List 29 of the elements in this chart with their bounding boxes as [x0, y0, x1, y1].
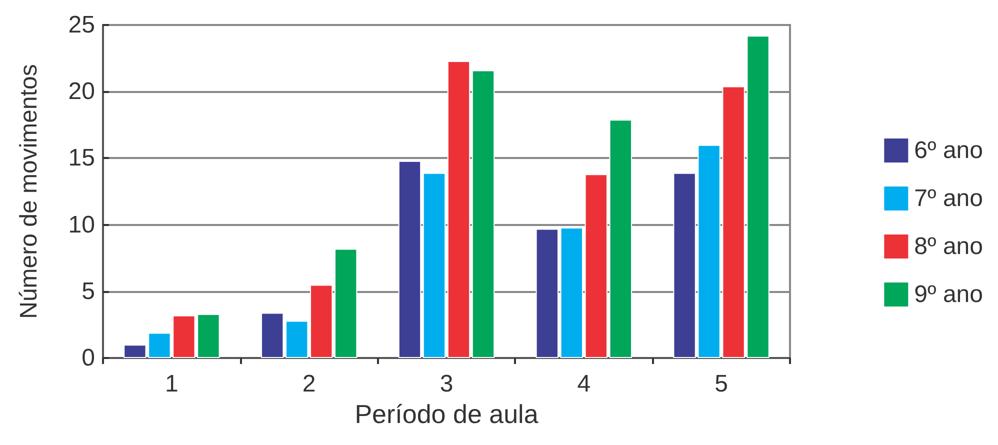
bar	[560, 227, 583, 358]
x-tick-label: 5	[714, 370, 728, 398]
bar	[334, 248, 358, 358]
bar	[447, 60, 470, 358]
bar	[310, 284, 333, 358]
bar	[398, 160, 422, 358]
legend-label: 6º ano	[914, 137, 984, 164]
y-tick-label: 15	[68, 144, 95, 172]
legend-label: 9º ano	[914, 281, 984, 308]
bar	[472, 70, 495, 358]
x-tick-label: 4	[577, 370, 591, 398]
x-tick-label: 2	[302, 370, 316, 398]
y-tick-label: 20	[68, 78, 95, 106]
y-tick-label: 0	[82, 344, 95, 372]
y-tick-label: 25	[68, 12, 95, 38]
x-axis-title: Período de aula	[354, 398, 539, 429]
bar	[261, 312, 284, 358]
x-tick-label: 1	[165, 370, 178, 398]
bar	[584, 174, 608, 358]
legend-label: 7º ano	[914, 185, 984, 212]
y-tick-label: 10	[68, 211, 95, 238]
bar	[286, 320, 308, 358]
y-tick-label: 5	[82, 278, 95, 305]
legend-label: 8º ano	[914, 233, 984, 260]
bar	[609, 120, 632, 358]
bar	[536, 228, 558, 358]
x-tick-label: 3	[440, 370, 454, 398]
y-axis-title: Número de movimentos	[16, 64, 42, 319]
bar	[422, 172, 446, 358]
